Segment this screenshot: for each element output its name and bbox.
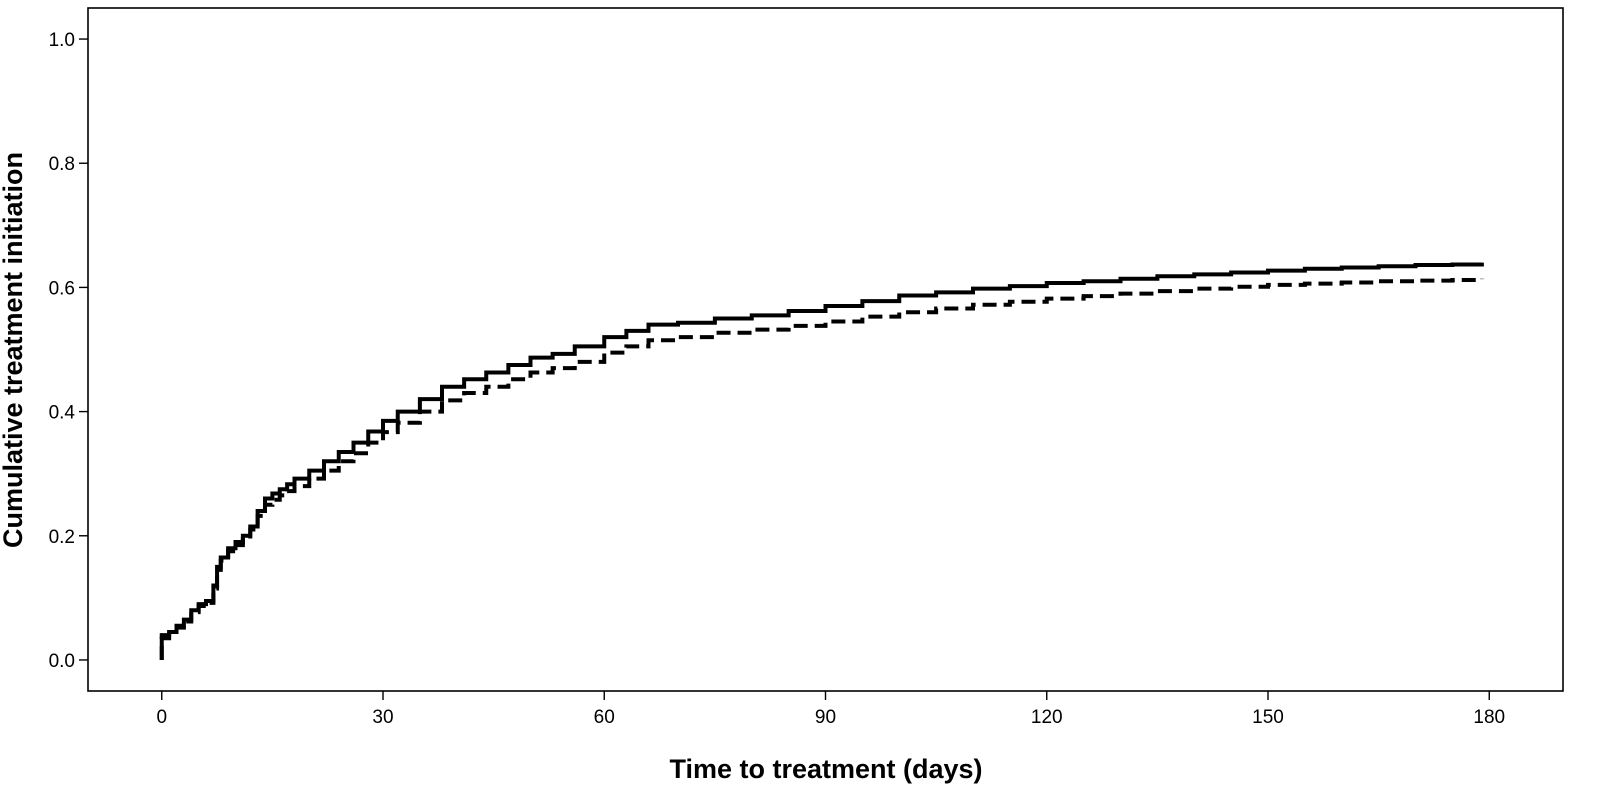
y-tick-label: 0.4 [49,403,76,424]
series-line-dashed [159,277,1484,660]
y-axis-ticks: 0.0 0.2 0.4 0.6 0.8 1.0 [49,30,88,672]
y-tick-label: 0.0 [49,651,75,672]
plot-frame [87,7,1564,692]
series-layer [159,262,1484,660]
y-axis-title: Cumulative treatment initiation [0,152,28,548]
x-tick-label: 150 [1252,707,1284,728]
x-tick-label: 0 [156,707,167,728]
x-axis-title: Time to treatment (days) [669,754,982,784]
x-axis-ticks: 0 30 60 90 120 150 180 [156,691,1505,728]
y-tick-label: 0.6 [49,278,75,299]
y-tick-label: 0.8 [49,154,75,175]
y-tick-label: 0.2 [49,527,75,548]
x-tick-label: 180 [1473,707,1505,728]
y-tick-label: 1.0 [49,30,75,51]
x-tick-label: 60 [594,707,615,728]
x-tick-label: 30 [372,707,393,728]
x-tick-label: 90 [815,707,836,728]
x-tick-label: 120 [1031,707,1063,728]
